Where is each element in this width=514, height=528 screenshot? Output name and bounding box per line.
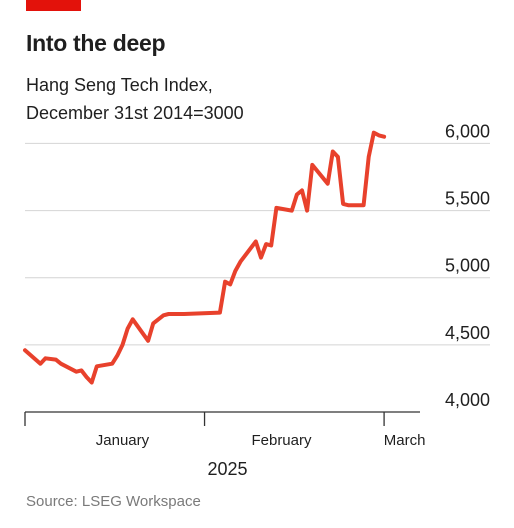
index-line xyxy=(23,130,387,385)
y-tick-label: 5,500 xyxy=(445,189,490,209)
x-tick-label: February xyxy=(251,432,312,449)
grid-lines xyxy=(25,142,490,346)
y-tick-label: 5,000 xyxy=(445,256,490,276)
subtitle-line-1: Hang Seng Tech Index, xyxy=(26,75,213,95)
chart-subtitle: Hang Seng Tech Index, December 31st 2014… xyxy=(26,71,356,127)
y-axis-ticks: 4,000 4,500 5,000 5,500 6,000 xyxy=(445,121,490,410)
x-tick-label: January xyxy=(96,432,150,449)
y-tick-label: 4,500 xyxy=(445,323,490,343)
y-tick-label: 4,000 xyxy=(445,390,490,410)
y-tick-label: 6,000 xyxy=(445,121,490,141)
subtitle-line-2: December 31st 2014=3000 xyxy=(26,103,244,123)
x-tick-label: March xyxy=(384,432,426,449)
chart-title: Into the deep xyxy=(26,30,166,56)
accent-bar xyxy=(26,0,81,11)
series-layer xyxy=(23,130,387,385)
x-axis-label: 2025 xyxy=(207,459,247,479)
source-note: Source: LSEG Workspace xyxy=(26,493,201,510)
x-axis: January February March xyxy=(24,411,426,449)
